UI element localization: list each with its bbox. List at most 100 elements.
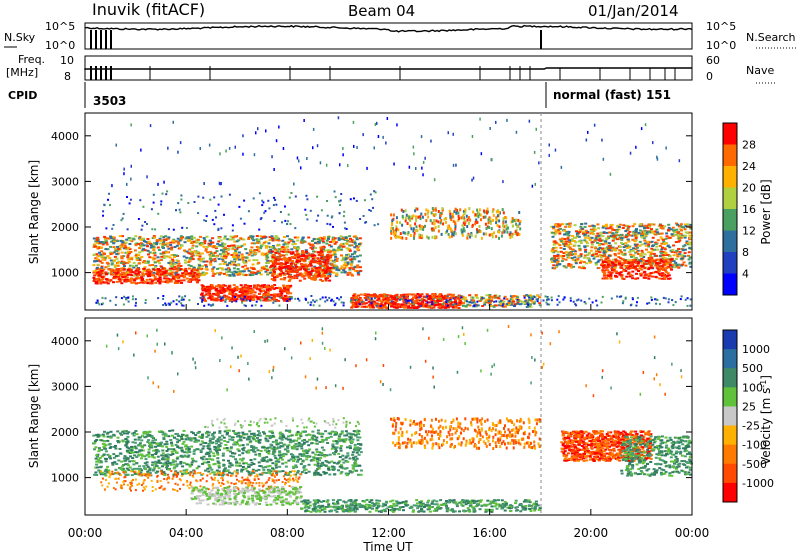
range-cell (318, 260, 322, 262)
range-cell (498, 225, 501, 229)
range-cell (335, 268, 339, 271)
range-cell (214, 285, 218, 288)
range-cell (656, 239, 660, 242)
range-cell (306, 198, 309, 201)
range-cell (226, 252, 230, 255)
range-cell (248, 273, 252, 276)
range-cell (307, 301, 310, 304)
range-cell (577, 235, 581, 238)
range-cell (383, 299, 387, 302)
range-cell (149, 244, 153, 247)
range-cell (683, 255, 687, 258)
range-cell (296, 256, 300, 259)
range-cell (610, 271, 614, 274)
range-cell (499, 303, 503, 305)
range-cell (335, 266, 339, 269)
range-cell (402, 210, 405, 213)
range-cell (647, 268, 651, 271)
range-cell (116, 262, 120, 265)
range-cell (271, 257, 275, 260)
range-cell (252, 242, 256, 245)
range-cell (309, 243, 313, 246)
range-cell (181, 272, 185, 275)
range-cell (286, 286, 290, 289)
range-cell (152, 246, 156, 249)
range-cell (575, 230, 578, 233)
range-cell (326, 275, 330, 278)
range-cell (495, 120, 497, 124)
range-cell (662, 267, 666, 270)
range-cell (514, 232, 517, 236)
range-cell (340, 265, 344, 268)
range-cell (578, 266, 581, 269)
range-cell (167, 247, 171, 250)
range-cell (312, 238, 316, 241)
range-cell (562, 252, 566, 255)
range-cell (594, 252, 598, 255)
range-cell (221, 268, 225, 271)
range-cell (495, 235, 498, 238)
range-cell (339, 204, 341, 206)
nsearch-tick-bottom: 10^0 (706, 39, 736, 52)
range-cell (99, 253, 103, 256)
range-cell (606, 259, 610, 262)
range-cell (631, 249, 635, 252)
range-cell (276, 259, 280, 262)
range-cell (466, 303, 470, 306)
range-cell (346, 261, 350, 264)
range-cell (421, 166, 423, 170)
range-cell (486, 207, 489, 211)
range-cell (292, 240, 296, 243)
range-cell (610, 297, 613, 300)
range-cell (196, 281, 199, 284)
range-cell (262, 294, 265, 297)
range-cell (653, 248, 657, 251)
range-cell (504, 220, 507, 224)
range-cell (264, 291, 268, 294)
range-cell (342, 147, 344, 150)
range-cell (474, 213, 477, 217)
range-cell (469, 235, 472, 239)
range-cell (676, 253, 680, 256)
range-cell (170, 274, 174, 277)
range-cell (270, 284, 274, 287)
range-cell (371, 306, 375, 309)
range-cell (518, 222, 521, 226)
range-cell (233, 287, 237, 290)
range-cell (114, 275, 118, 278)
range-cell (122, 271, 126, 274)
range-cell (665, 267, 669, 270)
range-cell (182, 268, 186, 271)
range-cell (309, 264, 313, 267)
range-cell (244, 274, 247, 277)
range-cell (236, 264, 240, 267)
range-cell (219, 249, 223, 252)
range-cell (503, 295, 507, 298)
range-cell (552, 251, 556, 254)
range-cell (567, 230, 571, 233)
range-cell (127, 260, 131, 263)
range-cell (202, 299, 206, 302)
range-cell (115, 268, 119, 271)
range-cell (464, 208, 467, 212)
range-cell (240, 253, 244, 256)
range-cell (184, 273, 188, 276)
range-cell (265, 245, 269, 248)
range-cell (161, 270, 165, 273)
range-cell (200, 242, 203, 244)
range-cell (642, 271, 646, 274)
range-cell (407, 231, 410, 234)
range-cell (279, 262, 283, 265)
range-cell (226, 248, 230, 251)
range-cell (167, 272, 171, 275)
range-cell (223, 248, 227, 251)
range-cell (121, 241, 125, 244)
range-cell (158, 278, 162, 281)
range-cell (607, 231, 611, 234)
range-cell (584, 222, 588, 225)
freq-label: Freq. (18, 53, 45, 66)
range-cell (250, 246, 254, 249)
range-cell (404, 219, 407, 223)
range-cell (257, 241, 261, 244)
range-cell (248, 289, 252, 291)
